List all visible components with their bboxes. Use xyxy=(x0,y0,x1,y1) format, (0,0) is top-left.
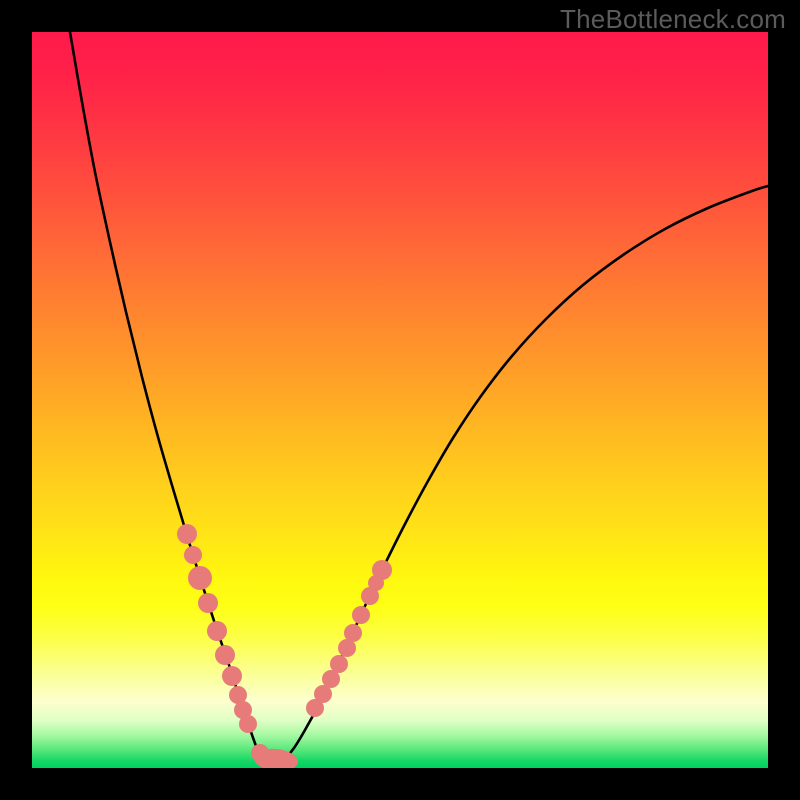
data-marker xyxy=(207,621,227,641)
data-marker xyxy=(177,524,197,544)
data-marker xyxy=(251,744,269,762)
data-marker xyxy=(222,666,242,686)
curve-layer xyxy=(32,32,768,768)
data-marker xyxy=(368,575,384,591)
data-marker xyxy=(306,699,324,717)
watermark-text: TheBottleneck.com xyxy=(560,4,786,35)
bottleneck-curve xyxy=(269,186,768,768)
data-marker xyxy=(215,645,235,665)
data-marker xyxy=(198,593,218,613)
bottleneck-curve xyxy=(70,32,269,768)
data-marker xyxy=(184,546,202,564)
data-marker xyxy=(352,606,370,624)
data-marker xyxy=(188,566,212,590)
data-marker xyxy=(344,624,362,642)
data-marker xyxy=(239,715,257,733)
plot-area xyxy=(32,32,768,768)
